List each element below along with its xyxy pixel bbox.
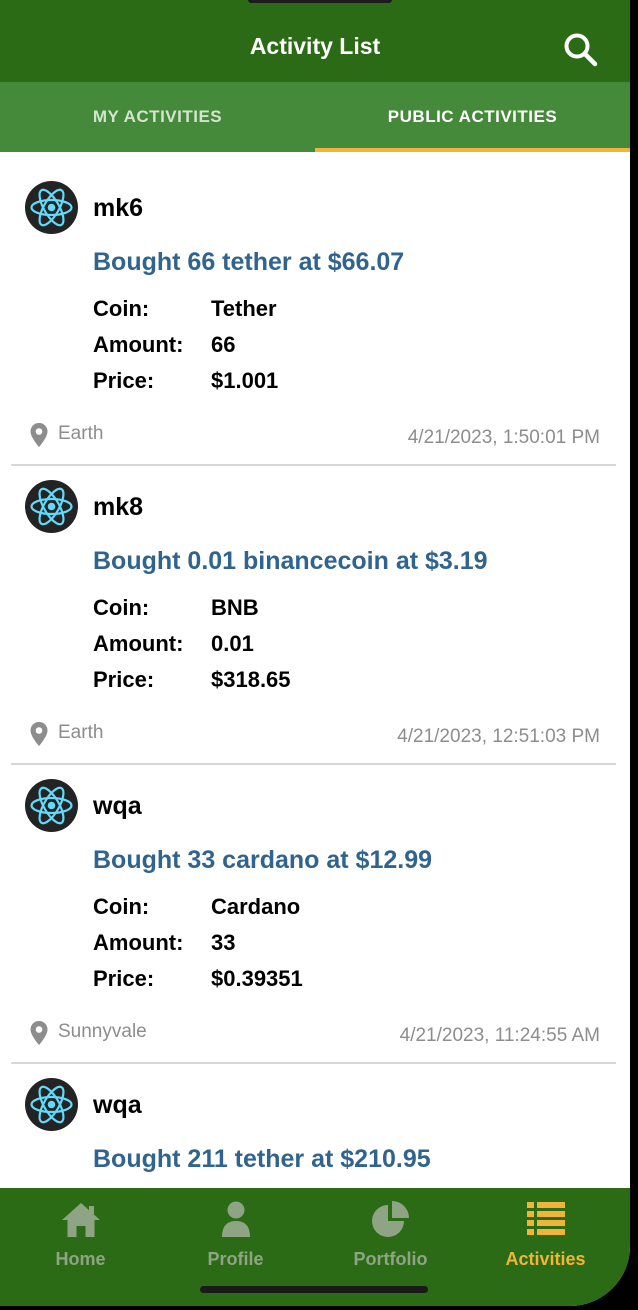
price-label: Price: bbox=[93, 667, 155, 692]
nav-profile[interactable]: Profile bbox=[158, 1188, 313, 1288]
timestamp: 4/21/2023, 12:51:03 PM bbox=[397, 726, 600, 747]
avatar bbox=[25, 1078, 78, 1131]
nav-portfolio-label: Portfolio bbox=[353, 1249, 428, 1269]
amount-value: 0.01 bbox=[211, 631, 254, 656]
search-icon bbox=[564, 33, 598, 67]
app-bar: Activity List bbox=[0, 0, 630, 82]
divider bbox=[11, 1062, 616, 1064]
list-icon bbox=[526, 1202, 565, 1235]
price-label: Price: bbox=[93, 966, 155, 991]
nav-home-label: Home bbox=[55, 1249, 106, 1269]
coin-label: Coin: bbox=[93, 595, 150, 620]
amount-value: 33 bbox=[211, 930, 236, 955]
avatar bbox=[25, 779, 78, 832]
price-value: $0.39351 bbox=[211, 966, 303, 991]
username: mk6 bbox=[93, 194, 144, 222]
coin-value: Tether bbox=[211, 296, 277, 321]
username: wqa bbox=[93, 792, 142, 820]
activity-card[interactable]: wqa Bought 211 tether at $210.95 bbox=[0, 1049, 630, 1188]
device-bezel bbox=[630, 0, 638, 1310]
notch bbox=[248, 0, 392, 3]
amount-label: Amount: bbox=[93, 930, 184, 955]
avatar bbox=[25, 181, 78, 234]
location-text: Sunnyvale bbox=[58, 1021, 147, 1042]
location-text: Earth bbox=[58, 722, 104, 743]
home-icon bbox=[61, 1203, 100, 1237]
activity-list[interactable]: mk6 Bought 66 tether at $66.07 Coin: Teth… bbox=[0, 152, 630, 1188]
tab-selected-indicator bbox=[315, 148, 630, 152]
coin-label: Coin: bbox=[93, 296, 150, 321]
avatar bbox=[25, 480, 78, 533]
divider bbox=[11, 464, 616, 466]
nav-activities[interactable]: Activities bbox=[468, 1188, 623, 1288]
amount-label: Amount: bbox=[93, 631, 184, 656]
page-title: Activity List bbox=[249, 33, 381, 59]
nav-profile-label: Profile bbox=[207, 1249, 264, 1269]
search-button[interactable] bbox=[561, 30, 601, 70]
timestamp: 4/21/2023, 11:24:55 AM bbox=[399, 1025, 600, 1046]
nav-portfolio[interactable]: Portfolio bbox=[313, 1188, 468, 1288]
location-pin-icon bbox=[30, 1021, 48, 1045]
activity-card[interactable]: mk6 Bought 66 tether at $66.07 Coin: Teth… bbox=[0, 152, 630, 466]
coin-value: Cardano bbox=[211, 894, 301, 919]
amount-label: Amount: bbox=[93, 332, 184, 357]
location-text: Earth bbox=[58, 423, 104, 444]
react-atom-icon bbox=[30, 487, 73, 526]
react-atom-icon bbox=[30, 1085, 73, 1124]
amount-value: 66 bbox=[211, 332, 236, 357]
react-atom-icon bbox=[30, 786, 73, 825]
activity-headline: Bought 211 tether at $210.95 bbox=[93, 1145, 431, 1173]
timestamp: 4/21/2023, 1:50:01 PM bbox=[407, 427, 600, 448]
bottom-tab-bar: Home Profile Portfolio bbox=[0, 1188, 630, 1306]
location-pin-icon bbox=[30, 722, 48, 746]
activity-headline: Bought 0.01 binancecoin at $3.19 bbox=[93, 547, 488, 575]
pie-chart-icon bbox=[371, 1201, 409, 1237]
react-atom-icon bbox=[30, 188, 73, 227]
tab-my-activities[interactable]: MY ACTIVITIES bbox=[92, 107, 223, 126]
username: mk8 bbox=[93, 493, 144, 521]
price-label: Price: bbox=[93, 368, 155, 393]
profile-icon bbox=[221, 1201, 250, 1237]
nav-home[interactable]: Home bbox=[3, 1188, 158, 1288]
price-value: $1.001 bbox=[211, 368, 279, 393]
home-indicator bbox=[200, 1286, 428, 1293]
price-value: $318.65 bbox=[211, 667, 291, 692]
activity-headline: Bought 66 tether at $66.07 bbox=[93, 248, 405, 276]
tab-public-activities[interactable]: PUBLIC ACTIVITIES bbox=[387, 107, 558, 126]
coin-value: BNB bbox=[211, 595, 259, 620]
nav-activities-label: Activities bbox=[505, 1249, 586, 1269]
location-pin-icon bbox=[30, 423, 48, 447]
tab-bar: MY ACTIVITIES PUBLIC ACTIVITIES bbox=[0, 82, 630, 152]
username: wqa bbox=[93, 1091, 142, 1119]
divider bbox=[11, 763, 616, 765]
coin-label: Coin: bbox=[93, 894, 150, 919]
activity-headline: Bought 33 cardano at $12.99 bbox=[93, 846, 433, 874]
activity-card[interactable]: mk8 Bought 0.01 binancecoin at $3.19 Coi… bbox=[0, 451, 630, 765]
activity-card[interactable]: wqa Bought 33 cardano at $12.99 Coin: Car… bbox=[0, 750, 630, 1064]
